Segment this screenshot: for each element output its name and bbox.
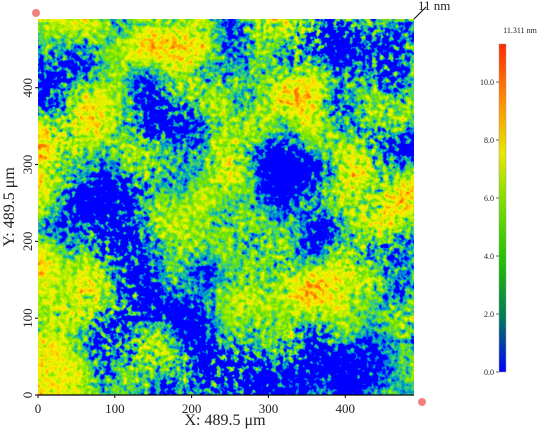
corner-marker xyxy=(418,398,426,406)
colorbar-tick-label: 6.0 xyxy=(484,194,494,203)
colorbar-tick-label: 4.0 xyxy=(484,252,494,261)
y-tick-label: 0 xyxy=(20,392,35,399)
corner-marker xyxy=(32,9,40,17)
y-tick-label: 100 xyxy=(20,308,35,328)
colorbar-tick-label: 10.0 xyxy=(480,78,494,87)
colorbar-tick-label: 2.0 xyxy=(484,310,494,319)
y-tick-label: 200 xyxy=(20,232,35,252)
colorbar-tick-label: 8.0 xyxy=(484,136,494,145)
x-tick-label: 300 xyxy=(259,401,279,416)
z-title: 11 nm xyxy=(418,0,450,13)
x-axis-label: X: 489.5 μm xyxy=(184,412,266,429)
surface-image xyxy=(38,19,414,395)
x-tick-label: 400 xyxy=(336,401,356,416)
x-tick-label: 100 xyxy=(105,401,125,416)
y-tick-label: 400 xyxy=(20,78,35,98)
colorbar-title: 11.311 nm xyxy=(503,26,537,35)
x-tick-label: 0 xyxy=(35,401,42,416)
colorbar-tick-label: 0.0 xyxy=(484,368,494,377)
y-tick-label: 300 xyxy=(20,155,35,175)
z-axis xyxy=(413,6,427,20)
colorbar xyxy=(498,43,507,373)
y-axis-label: Y: 489.5 μm xyxy=(1,167,18,247)
x-tick-label: 200 xyxy=(182,401,202,416)
